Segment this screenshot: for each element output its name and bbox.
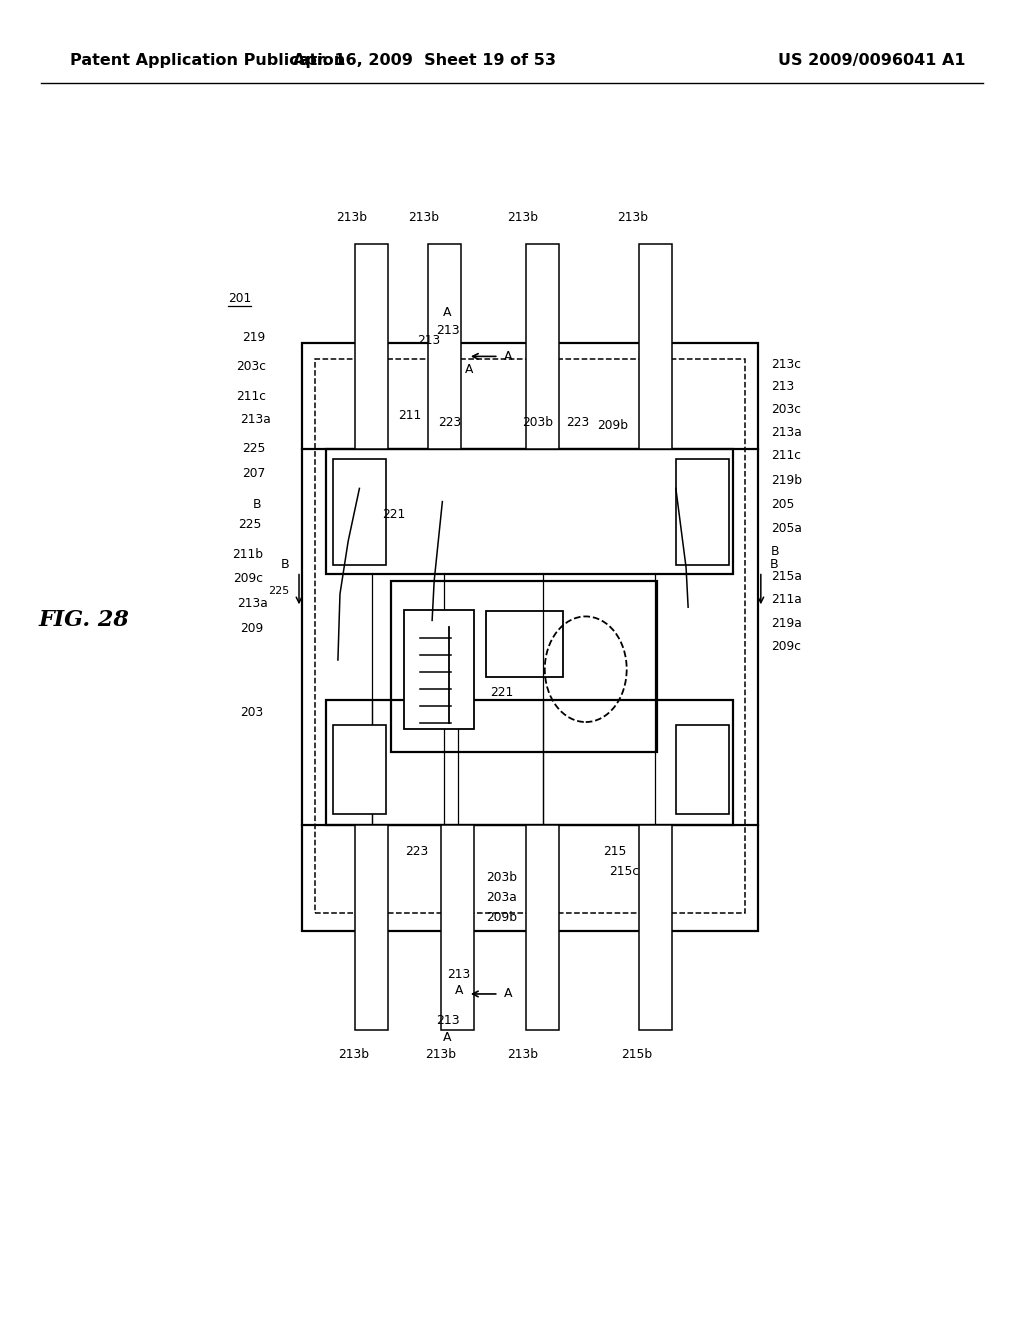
Text: 209b: 209b — [486, 911, 517, 924]
Text: 219: 219 — [242, 331, 265, 345]
Text: 213: 213 — [418, 334, 440, 347]
Text: 215b: 215b — [622, 1048, 652, 1061]
Text: 205a: 205a — [771, 521, 802, 535]
Bar — [391, 581, 657, 752]
Text: B: B — [253, 498, 261, 511]
Text: 213b: 213b — [338, 1048, 369, 1061]
Text: 215: 215 — [603, 845, 626, 858]
Text: 207: 207 — [242, 467, 265, 480]
Text: B: B — [771, 545, 779, 558]
Text: 201: 201 — [227, 292, 251, 305]
Text: 215c: 215c — [609, 865, 640, 878]
Bar — [486, 611, 563, 677]
Bar — [326, 449, 733, 574]
Text: 213c: 213c — [771, 358, 801, 371]
Text: 209c: 209c — [233, 572, 263, 585]
Text: 203b: 203b — [522, 416, 553, 429]
Bar — [526, 825, 559, 1030]
Text: 209: 209 — [240, 622, 263, 635]
Bar — [326, 700, 733, 825]
Text: 223: 223 — [406, 845, 428, 858]
Text: Apr. 16, 2009  Sheet 19 of 53: Apr. 16, 2009 Sheet 19 of 53 — [294, 53, 556, 69]
Text: A: A — [443, 306, 452, 319]
Text: 213a: 213a — [241, 413, 271, 426]
Text: 219b: 219b — [771, 474, 802, 487]
Text: B: B — [770, 558, 778, 572]
Text: 213b: 213b — [425, 1048, 456, 1061]
Text: 203: 203 — [240, 706, 263, 719]
Text: 211c: 211c — [237, 389, 266, 403]
Text: 211c: 211c — [771, 449, 801, 462]
Text: 213b: 213b — [507, 1048, 538, 1061]
Bar — [428, 244, 461, 449]
Text: 221: 221 — [490, 686, 513, 700]
Text: 219a: 219a — [771, 616, 802, 630]
Text: 213: 213 — [771, 380, 795, 393]
Text: 203c: 203c — [771, 403, 801, 416]
Text: Patent Application Publication: Patent Application Publication — [70, 53, 345, 69]
Text: A: A — [455, 983, 463, 997]
Bar — [526, 244, 559, 449]
Text: FIG. 28: FIG. 28 — [39, 610, 129, 631]
Text: 223: 223 — [438, 416, 462, 429]
Bar — [404, 610, 474, 729]
Text: A: A — [504, 987, 512, 1001]
Text: 203a: 203a — [486, 891, 517, 904]
Text: 213a: 213a — [238, 597, 268, 610]
Text: 203b: 203b — [486, 871, 517, 884]
Text: 203c: 203c — [237, 360, 266, 374]
Text: A: A — [504, 350, 512, 363]
Bar — [333, 725, 386, 814]
Text: 205: 205 — [771, 498, 795, 511]
Bar — [639, 825, 672, 1030]
Text: B: B — [282, 558, 290, 572]
Text: 213b: 213b — [617, 211, 648, 224]
Text: 213: 213 — [435, 1014, 460, 1027]
Text: 209c: 209c — [771, 640, 801, 653]
Bar — [676, 459, 729, 565]
Bar — [302, 343, 758, 931]
Text: 213b: 213b — [336, 211, 367, 224]
Text: 225: 225 — [238, 517, 261, 531]
Text: 213b: 213b — [507, 211, 538, 224]
Text: 209b: 209b — [597, 418, 628, 432]
Bar — [333, 459, 386, 565]
Text: 215a: 215a — [771, 570, 802, 583]
Text: 211: 211 — [398, 409, 421, 422]
Text: 211a: 211a — [771, 593, 802, 606]
Text: 213: 213 — [447, 968, 470, 981]
Bar — [441, 825, 474, 1030]
Bar — [639, 244, 672, 449]
Text: 213a: 213a — [771, 426, 802, 440]
Bar — [355, 244, 388, 449]
Text: 225: 225 — [268, 586, 290, 597]
Text: 211b: 211b — [232, 548, 263, 561]
Bar — [355, 825, 388, 1030]
Text: A: A — [465, 363, 473, 376]
Bar — [676, 725, 729, 814]
Text: A: A — [443, 1031, 452, 1044]
Text: US 2009/0096041 A1: US 2009/0096041 A1 — [778, 53, 966, 69]
Text: 223: 223 — [566, 416, 590, 429]
Bar — [315, 359, 745, 913]
Text: 213b: 213b — [409, 211, 439, 224]
Text: 213: 213 — [435, 323, 460, 337]
Text: 225: 225 — [242, 442, 265, 455]
Text: 221: 221 — [383, 508, 406, 521]
